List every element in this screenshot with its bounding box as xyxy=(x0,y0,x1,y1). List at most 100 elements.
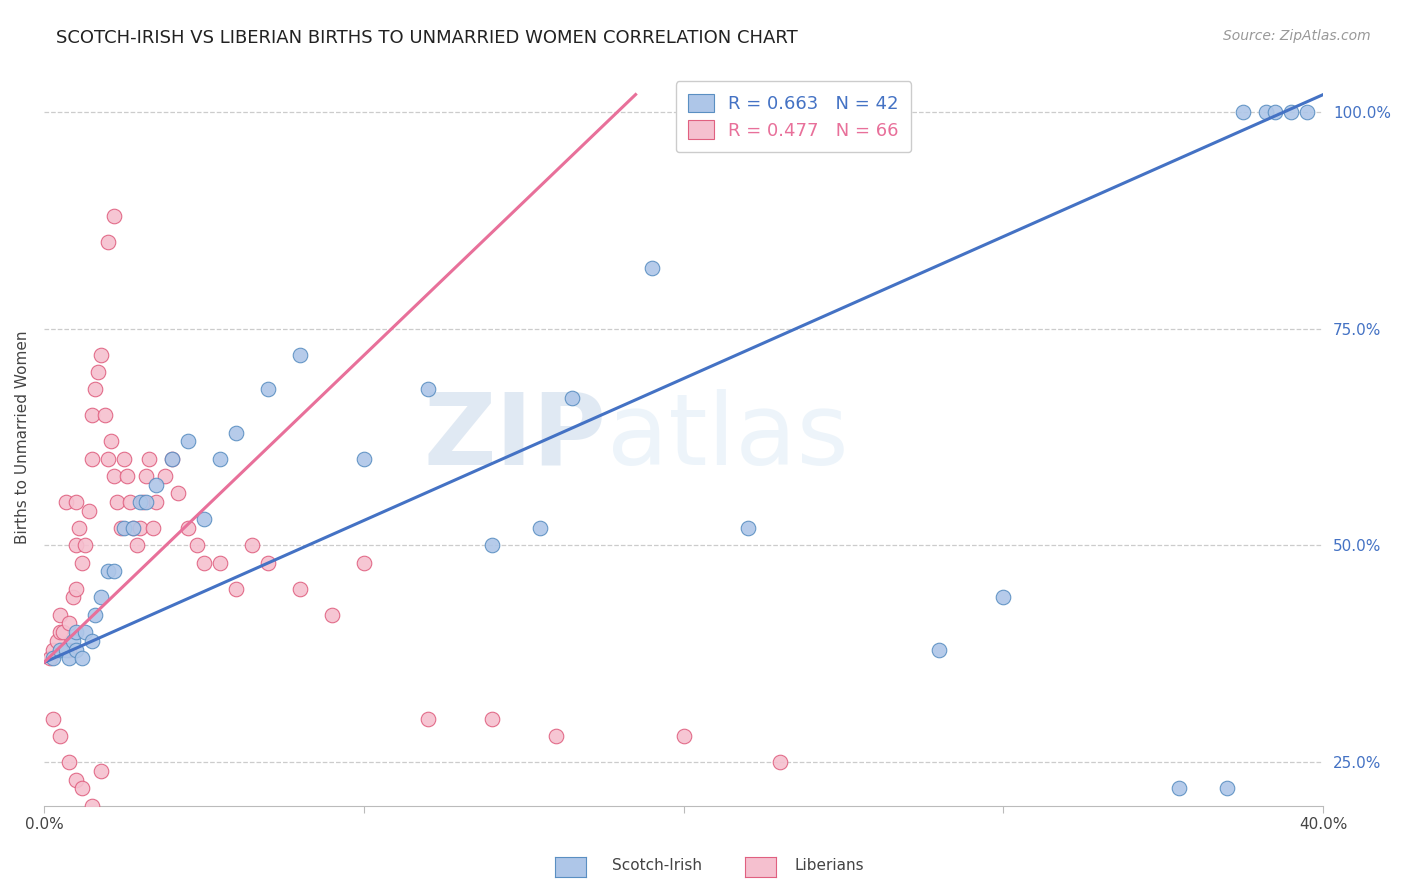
Point xyxy=(160,451,183,466)
Point xyxy=(256,383,278,397)
Point xyxy=(353,451,375,466)
Point xyxy=(1264,104,1286,119)
Point xyxy=(128,495,150,509)
Point xyxy=(135,469,157,483)
Point xyxy=(97,451,120,466)
Text: Scotch-Irish: Scotch-Irish xyxy=(612,858,702,872)
Point xyxy=(737,521,759,535)
Point xyxy=(125,538,148,552)
Point xyxy=(49,729,72,743)
Point xyxy=(58,756,80,770)
Point xyxy=(103,469,125,483)
Point xyxy=(49,625,72,640)
Point xyxy=(75,538,97,552)
Point xyxy=(120,495,142,509)
Point xyxy=(353,556,375,570)
Point xyxy=(62,591,84,605)
Point xyxy=(193,512,215,526)
Point xyxy=(52,625,75,640)
Point xyxy=(640,260,662,275)
Point xyxy=(160,451,183,466)
Point xyxy=(993,591,1015,605)
Point xyxy=(122,521,145,535)
Point xyxy=(225,425,247,440)
Point xyxy=(167,486,190,500)
Point xyxy=(768,756,790,770)
Point xyxy=(122,521,145,535)
Point xyxy=(145,495,167,509)
Point xyxy=(72,781,94,796)
Point xyxy=(529,521,551,535)
Point xyxy=(928,642,950,657)
Point xyxy=(112,451,135,466)
Point xyxy=(72,651,94,665)
Point xyxy=(115,469,138,483)
Point xyxy=(58,642,80,657)
Point xyxy=(55,642,77,657)
Point xyxy=(42,712,65,726)
Point xyxy=(112,521,135,535)
Point xyxy=(561,391,583,405)
Point xyxy=(84,607,107,622)
Point xyxy=(80,409,103,423)
Point xyxy=(208,556,231,570)
Point xyxy=(42,642,65,657)
Point xyxy=(132,495,155,509)
Point xyxy=(240,538,263,552)
Point xyxy=(107,495,129,509)
Point xyxy=(135,495,157,509)
Point xyxy=(1168,781,1191,796)
Point xyxy=(481,538,503,552)
Point xyxy=(138,451,160,466)
Point xyxy=(103,209,125,223)
Point xyxy=(75,625,97,640)
Point xyxy=(90,764,112,778)
Point xyxy=(1296,104,1319,119)
Point xyxy=(97,565,120,579)
Point xyxy=(145,477,167,491)
Point xyxy=(208,451,231,466)
Point xyxy=(288,348,311,362)
Point xyxy=(72,556,94,570)
Point xyxy=(1254,104,1277,119)
Y-axis label: Births to Unmarried Women: Births to Unmarried Women xyxy=(15,330,30,544)
Point xyxy=(225,582,247,596)
Point xyxy=(110,521,132,535)
Point xyxy=(90,348,112,362)
Point xyxy=(65,538,87,552)
Point xyxy=(177,521,200,535)
Point xyxy=(65,772,87,787)
Point xyxy=(42,651,65,665)
Point xyxy=(142,521,165,535)
Point xyxy=(77,504,100,518)
Text: SCOTCH-IRISH VS LIBERIAN BIRTHS TO UNMARRIED WOMEN CORRELATION CHART: SCOTCH-IRISH VS LIBERIAN BIRTHS TO UNMAR… xyxy=(56,29,799,46)
Point xyxy=(288,582,311,596)
Point xyxy=(65,625,87,640)
Point xyxy=(84,383,107,397)
Point xyxy=(1216,781,1239,796)
Point xyxy=(97,235,120,249)
Point xyxy=(321,607,343,622)
Point xyxy=(80,451,103,466)
Point xyxy=(67,521,90,535)
Text: ZIP: ZIP xyxy=(425,389,607,485)
Point xyxy=(62,633,84,648)
Point xyxy=(93,409,115,423)
Point xyxy=(416,383,439,397)
Point xyxy=(65,642,87,657)
Point xyxy=(103,565,125,579)
Point xyxy=(416,712,439,726)
Point xyxy=(481,712,503,726)
Text: Source: ZipAtlas.com: Source: ZipAtlas.com xyxy=(1223,29,1371,43)
Point xyxy=(1279,104,1302,119)
Point xyxy=(90,591,112,605)
Point xyxy=(256,556,278,570)
Point xyxy=(544,729,567,743)
Point xyxy=(1232,104,1254,119)
Legend: R = 0.663   N = 42, R = 0.477   N = 66: R = 0.663 N = 42, R = 0.477 N = 66 xyxy=(676,81,911,153)
Point xyxy=(672,729,695,743)
Point xyxy=(49,642,72,657)
Point xyxy=(80,798,103,813)
Point xyxy=(193,556,215,570)
Text: Liberians: Liberians xyxy=(794,858,865,872)
